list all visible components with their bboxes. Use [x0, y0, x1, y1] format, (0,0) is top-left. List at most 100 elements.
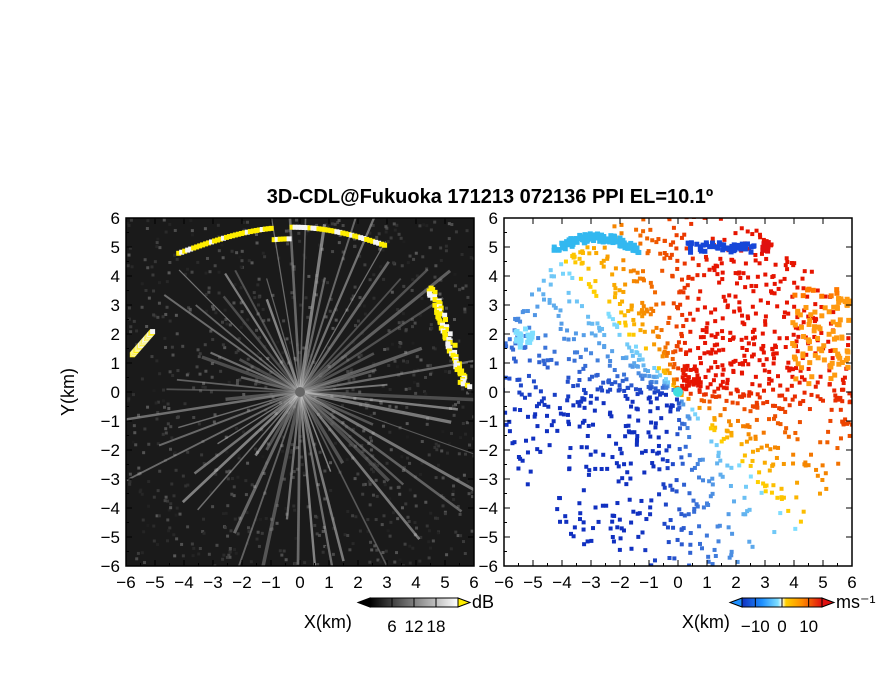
noise-pixel: [228, 323, 232, 327]
velocity-pixel: [563, 259, 568, 264]
noise-pixel: [351, 294, 355, 298]
noise-pixel: [190, 229, 194, 233]
velocity-pixel: [782, 310, 787, 315]
velocity-pixel: [519, 392, 524, 397]
noise-pixel: [181, 474, 185, 478]
velocity-pixel: [719, 261, 724, 266]
noise-pixel: [422, 223, 426, 227]
velocity-pixel: [759, 346, 764, 351]
velocity-pixel: [581, 237, 587, 243]
noise-pixel: [464, 452, 468, 456]
velocity-pixel: [833, 393, 838, 398]
velocity-pixel: [665, 368, 670, 373]
noise-pixel: [392, 261, 396, 265]
velocity-pixel: [697, 405, 702, 410]
velocity-pixel: [709, 333, 714, 338]
velocity-pixel: [762, 368, 767, 373]
velocity-pixel: [728, 330, 733, 335]
velocity-pixel: [830, 328, 836, 334]
x-tick-label: 0: [673, 573, 682, 592]
velocity-pixel: [648, 409, 653, 414]
noise-pixel: [331, 326, 335, 330]
noise-pixel: [375, 494, 379, 498]
noise-pixel: [169, 506, 173, 510]
velocity-pixel: [662, 379, 667, 384]
velocity-pixel: [712, 268, 717, 273]
velocity-pixel: [747, 390, 752, 395]
velocity-pixel: [828, 293, 834, 299]
velocity-pixel: [764, 483, 769, 488]
velocity-pixel: [629, 349, 634, 354]
velocity-pixel: [655, 451, 660, 456]
velocity-pixel: [775, 374, 780, 379]
velocity-pixel: [832, 372, 838, 378]
noise-pixel: [129, 330, 133, 334]
noise-pixel: [435, 448, 439, 452]
velocity-pixel: [557, 406, 562, 411]
velocity-pixel: [664, 385, 669, 390]
velocity-pixel: [670, 274, 675, 279]
echo-pixel: [453, 364, 459, 370]
noise-pixel: [212, 420, 216, 424]
velocity-pixel: [674, 344, 679, 349]
velocity-pixel: [675, 258, 680, 263]
velocity-pixel: [608, 359, 613, 364]
noise-pixel: [429, 363, 433, 367]
echo-pixel: [434, 309, 440, 315]
velocity-pixel: [628, 363, 633, 368]
noise-pixel: [306, 505, 310, 509]
velocity-pixel: [779, 495, 784, 500]
velocity-pixel: [835, 351, 841, 357]
velocity-pixel: [746, 275, 751, 280]
velocity-pixel: [679, 235, 684, 240]
velocity-pixel: [792, 261, 797, 266]
velocity-pixel: [585, 539, 590, 544]
noise-pixel: [348, 548, 352, 552]
snr-streak: [222, 295, 301, 393]
noise-pixel: [226, 534, 230, 538]
noise-pixel: [356, 472, 360, 476]
noise-pixel: [155, 359, 159, 363]
velocity-pixel: [623, 394, 628, 399]
velocity-pixel: [792, 304, 797, 309]
velocity-pixel: [595, 321, 600, 326]
x-tick-label: −2: [232, 573, 251, 592]
velocity-pixel: [710, 423, 715, 428]
noise-pixel: [330, 222, 334, 226]
velocity-pixel: [757, 358, 762, 363]
noise-pixel: [385, 461, 389, 465]
noise-pixel: [170, 482, 174, 486]
y-axis-label: Y(km): [58, 368, 78, 416]
velocity-pixel: [758, 298, 763, 303]
velocity-pixel: [671, 350, 676, 355]
velocity-pixel: [713, 553, 718, 558]
velocity-pixel: [820, 463, 825, 468]
velocity-pixel: [644, 517, 649, 522]
velocity-pixel: [671, 377, 676, 382]
velocity-pixel: [622, 313, 627, 318]
velocity-pixel: [790, 374, 795, 379]
y-tick-label: −4: [101, 499, 120, 518]
noise-pixel: [132, 319, 136, 323]
noise-pixel: [397, 485, 401, 489]
noise-pixel: [434, 476, 438, 480]
noise-pixel: [217, 270, 221, 274]
noise-pixel: [407, 519, 411, 523]
noise-pixel: [418, 313, 422, 317]
noise-pixel: [235, 251, 239, 255]
velocity-pixel: [754, 417, 759, 422]
velocity-pixel: [663, 377, 668, 382]
noise-pixel: [313, 442, 317, 446]
noise-pixel: [300, 463, 304, 467]
velocity-pixel: [561, 412, 566, 417]
velocity-pixel: [664, 253, 669, 258]
velocity-pixel: [845, 364, 851, 370]
noise-pixel: [198, 546, 202, 550]
noise-pixel: [329, 297, 333, 301]
velocity-pixel: [543, 345, 548, 350]
noise-pixel: [336, 220, 340, 224]
velocity-pixel: [577, 517, 582, 522]
velocity-pixel: [659, 416, 664, 421]
velocity-pixel: [567, 271, 572, 276]
velocity-pixel: [504, 344, 509, 349]
